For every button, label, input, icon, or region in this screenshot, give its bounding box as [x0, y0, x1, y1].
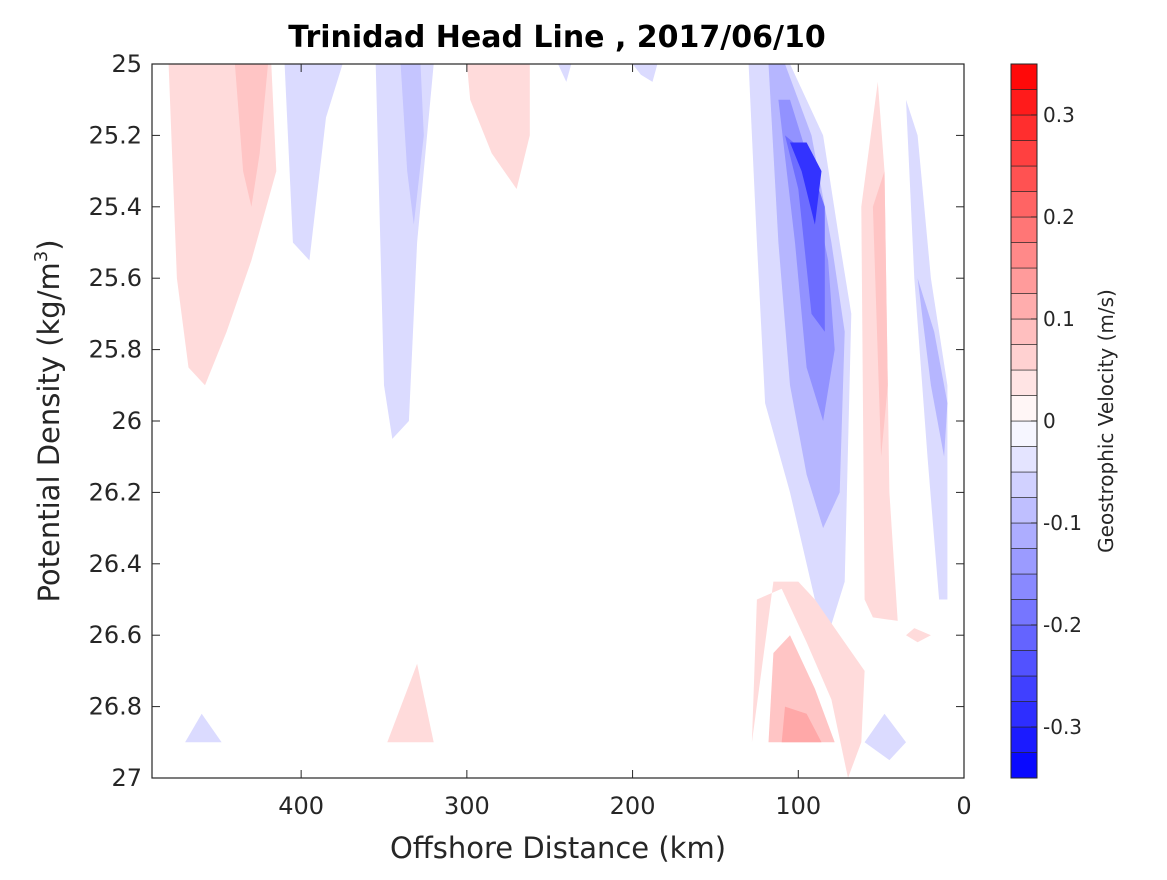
colorbar-tick-label: -0.2: [1043, 613, 1082, 637]
contour-region-20: [781, 706, 822, 743]
colorbar-tick-label: -0.3: [1043, 715, 1082, 739]
y-tick-label: 25.4: [89, 193, 142, 221]
y-tick-label: 26.8: [89, 693, 142, 721]
colorbar-tick-label: 0.1: [1043, 307, 1075, 331]
y-tick-label: 26: [111, 407, 142, 435]
colorbar-band: [1010, 624, 1038, 651]
colorbar-band: [1010, 114, 1038, 141]
contour-region-3: [284, 64, 343, 261]
contour-region-5: [400, 64, 424, 225]
colorbar-band: [1010, 522, 1038, 549]
y-tick-label: 26.6: [89, 621, 142, 649]
y-tick-label: 25.6: [89, 264, 142, 292]
colorbar-tick-label: -0.1: [1043, 511, 1082, 535]
colorbar-tick-label: 0: [1043, 409, 1056, 433]
colorbar-band: [1010, 318, 1038, 345]
x-axis-ticks: 400 300 200 100 0: [278, 64, 972, 820]
contour-region-18: [751, 581, 865, 778]
colorbar-band: [1010, 599, 1038, 626]
colorbar-band: [1010, 573, 1038, 600]
contour-region-23: [864, 713, 906, 761]
y-axis-ticks: 25 25.2 25.4 25.6 25.8 26 26.2 26.4 26.6 26.8 27: [89, 50, 964, 792]
colorbar-band: [1010, 369, 1038, 396]
contour-region-14: [790, 142, 822, 225]
colorbar-band: [1010, 548, 1038, 575]
contour-region-7: [632, 64, 658, 82]
colorbar-band: [1010, 344, 1038, 371]
colorbar-band: [1010, 63, 1038, 90]
x-axis-label: Offshore Distance (km): [390, 831, 726, 865]
colorbar-band: [1010, 471, 1038, 498]
contour-region-17: [906, 628, 931, 643]
contour-region-9: [387, 663, 434, 743]
colorbar-band: [1010, 675, 1038, 702]
x-tick-label: 200: [610, 792, 656, 820]
y-tick-label: 25.8: [89, 336, 142, 364]
y-axis-label-close: ): [32, 239, 66, 250]
contour-region-8: [185, 713, 222, 743]
contour-fill-group: [168, 64, 948, 778]
colorbar-band: [1010, 267, 1038, 294]
colorbar-band: [1010, 420, 1038, 447]
contour-region-2: [466, 64, 530, 189]
y-tick-label: 26.2: [89, 478, 142, 506]
colorbar-band: [1010, 216, 1038, 243]
colorbar-band: [1010, 140, 1038, 167]
colorbar-band: [1010, 497, 1038, 524]
colorbar-tick-label: 0.2: [1043, 205, 1075, 229]
colorbar-band: [1010, 191, 1038, 218]
colorbar-band: [1010, 446, 1038, 473]
y-tick-label: 27: [111, 764, 142, 792]
y-tick-label: 26.4: [89, 550, 142, 578]
y-axis-label-sup: 3: [31, 251, 52, 262]
contour-region-6: [558, 64, 572, 82]
colorbar-band: [1010, 701, 1038, 728]
x-tick-label: 100: [775, 792, 821, 820]
x-tick-label: 400: [278, 792, 324, 820]
colorbar-band: [1010, 89, 1038, 116]
contour-region-22: [917, 278, 948, 457]
colorbar-band: [1010, 165, 1038, 192]
colorbar-band: [1010, 726, 1038, 753]
y-axis-label-main: Potential Density (kg/m: [32, 262, 66, 602]
colorbar: 0.3 0.2 0.1 0 -0.1 -0.2 -0.3 Geostrophic Veloc…: [1010, 63, 1118, 779]
plot-area: 400 300 200 100 0 25 25.2 25.4 25.6 25.8 26 26.2 26…: [89, 50, 972, 820]
colorbar-band: [1010, 650, 1038, 677]
colorbar-bands: [1010, 63, 1038, 779]
chart-title: Trinidad Head Line , 2017/06/10: [288, 20, 825, 55]
y-tick-label: 25.2: [89, 121, 142, 149]
colorbar-label: Geostrophic Velocity (m/s): [1094, 289, 1118, 553]
colorbar-band: [1010, 242, 1038, 269]
y-axis-label: Potential Density (kg/m3): [31, 239, 66, 602]
y-tick-label: 25: [111, 50, 142, 78]
x-tick-label: 300: [444, 792, 490, 820]
colorbar-tick-label: 0.3: [1043, 103, 1075, 127]
colorbar-band: [1010, 752, 1038, 779]
contour-region-1: [234, 64, 268, 207]
colorbar-band: [1010, 293, 1038, 320]
contour-region-16: [872, 171, 888, 457]
x-tick-label: 0: [956, 792, 971, 820]
colorbar-ticks: 0.3 0.2 0.1 0 -0.1 -0.2 -0.3: [1031, 103, 1082, 739]
colorbar-band: [1010, 395, 1038, 422]
